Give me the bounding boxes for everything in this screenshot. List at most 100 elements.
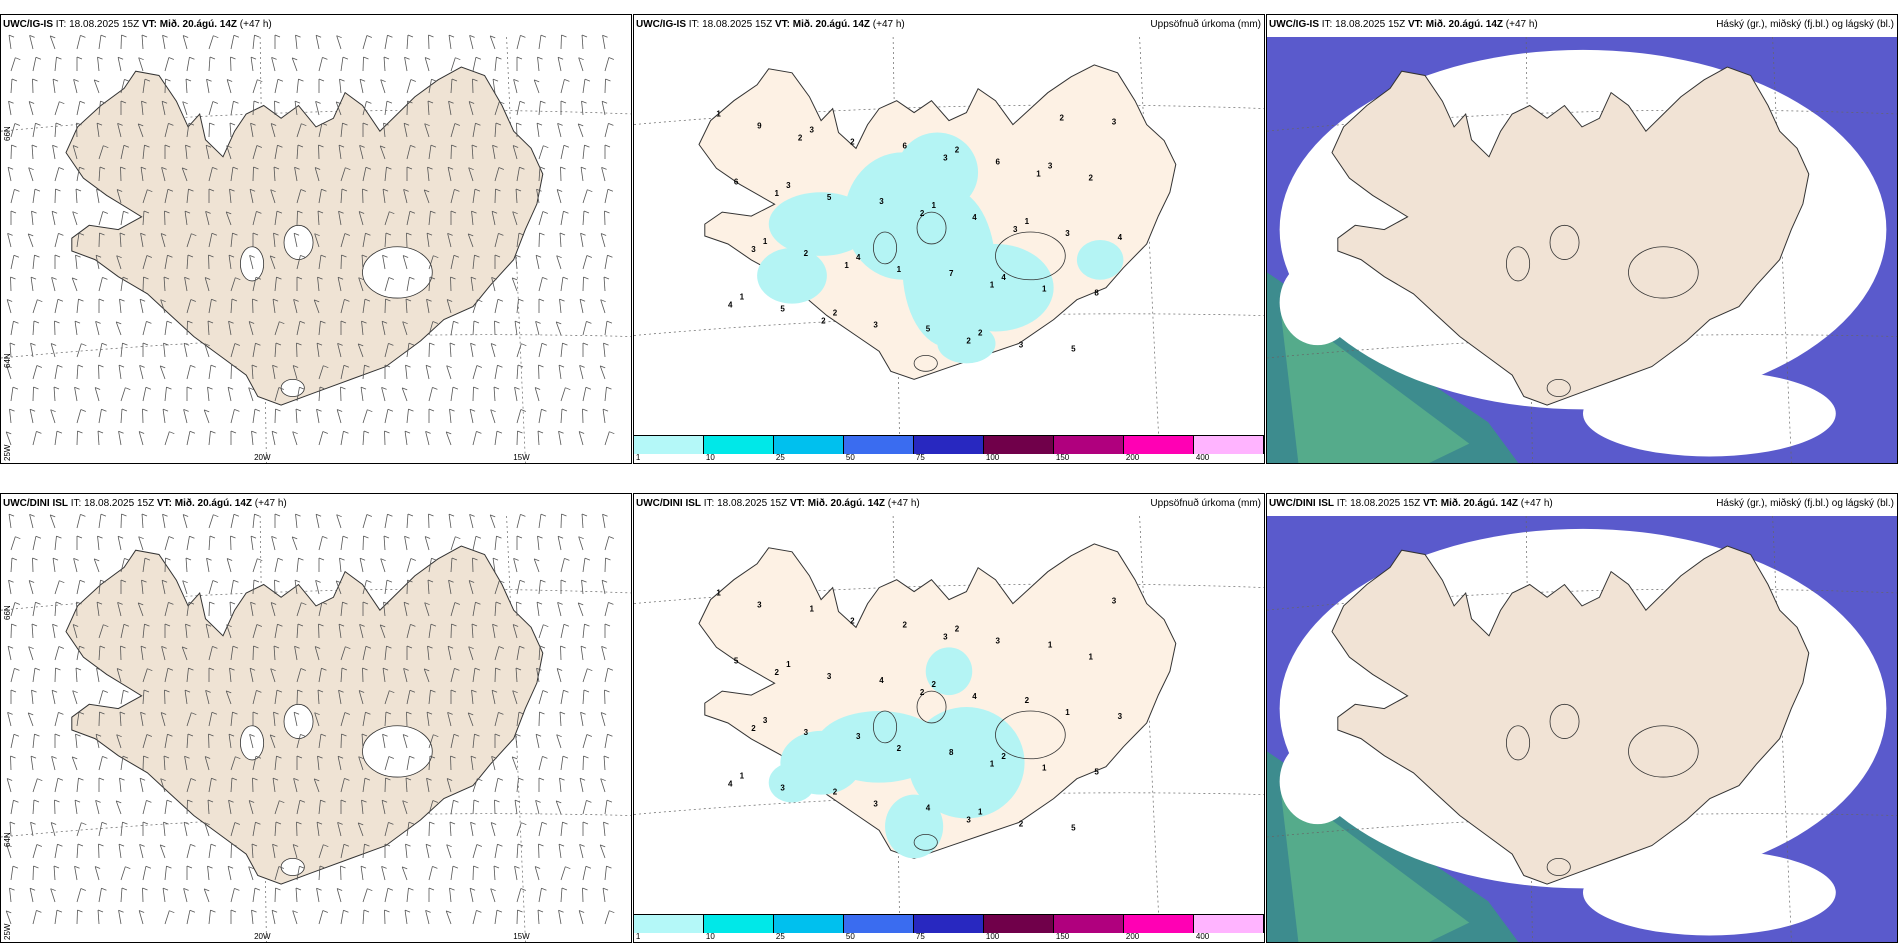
wind-barb-flag (520, 888, 527, 891)
wind-barb (296, 800, 301, 815)
wind-barb-flag (557, 56, 564, 60)
wind-barb (250, 123, 254, 138)
wind-barb-flag (469, 408, 476, 412)
wind-barb (119, 712, 122, 727)
wind-barb-flag (35, 601, 41, 605)
wind-barb-flag (138, 57, 144, 61)
wind-barb (555, 800, 562, 815)
wind-barb-flag (432, 387, 438, 390)
init-time: IT: 18.08.2025 15Z (1321, 19, 1406, 30)
wind-barb-flag (517, 430, 523, 434)
wind-barb-flag (100, 513, 107, 517)
wind-barb-flag (294, 166, 300, 170)
wind-barb (160, 712, 166, 727)
wind-barb (580, 712, 584, 727)
wind-barb (292, 431, 298, 446)
wind-barb-flag (168, 602, 174, 605)
wind-barb (384, 712, 387, 727)
wind-barb-flag (138, 602, 144, 606)
wind-barb-flag (29, 408, 36, 412)
glacier-outline (362, 725, 433, 778)
wind-barb-flag (232, 232, 238, 236)
wind-barb (54, 910, 58, 925)
wind-barb (490, 343, 496, 358)
wind-barb (514, 866, 518, 881)
wind-barb (117, 602, 122, 617)
wind-barb (208, 844, 212, 859)
wind-barb (603, 343, 606, 358)
wind-barb (296, 189, 302, 204)
wind-barb (384, 211, 390, 226)
wind-barb (229, 123, 232, 138)
wind-barb-flag (227, 865, 234, 869)
wind-barb (252, 343, 256, 358)
wind-barb (98, 211, 104, 226)
wind-barb (362, 365, 365, 380)
precip-value-label: 6 (902, 141, 907, 150)
wind-barb-flag (164, 210, 170, 214)
wind-barb (296, 387, 300, 402)
wind-barb (32, 602, 36, 617)
wind-barb (8, 101, 12, 116)
wind-barb-flag (537, 430, 544, 434)
wind-barb-flag (407, 579, 413, 583)
glacier-outline (1546, 378, 1571, 397)
wind-barb (120, 822, 123, 837)
wind-barb-flag (80, 409, 87, 412)
glacier-outline (873, 231, 898, 265)
wind-barb (556, 255, 562, 270)
wind-barb-flag (206, 78, 212, 82)
wind-barb (50, 822, 56, 837)
wind-barb (537, 910, 540, 925)
wind-barb-flag (182, 514, 189, 517)
wind-barb-flag (578, 431, 585, 434)
precip-value-label: 3 (1118, 712, 1123, 721)
wind-barb (252, 580, 255, 595)
wind-barb (445, 431, 452, 446)
wind-barb-flag (579, 365, 585, 368)
wind-barb-flag (542, 277, 548, 280)
wind-barb-flag (362, 188, 368, 192)
wind-barb (318, 255, 322, 270)
model-name: UWC/DINI ISL (1269, 498, 1334, 509)
wind-barb (358, 690, 364, 705)
wind-barb-flag (515, 733, 521, 737)
wind-barb-flag (251, 909, 257, 913)
wind-barb-flag (183, 821, 190, 825)
wind-barb-flag (278, 387, 285, 390)
glacier-outline (873, 710, 898, 744)
wind-barb (32, 189, 36, 204)
wind-barb-flag (516, 601, 522, 605)
wind-barb (32, 536, 37, 551)
wind-barb (230, 233, 233, 248)
wind-barb-flag (455, 536, 461, 540)
wind-barb (270, 602, 276, 617)
wind-barb (164, 866, 167, 881)
wind-barb-flag (167, 254, 173, 258)
wind-barb (428, 79, 432, 94)
wind-barb-flag (30, 276, 37, 280)
wind-barb (538, 101, 541, 116)
wind-barb (538, 580, 541, 595)
wind-barb (118, 365, 122, 380)
wind-barb (292, 910, 298, 925)
wind-barb-flag (234, 888, 240, 891)
wind-barb (578, 431, 584, 446)
wind-barb-flag (451, 144, 457, 148)
wind-barb-flag (472, 78, 478, 82)
wind-barb-flag (185, 557, 192, 561)
wind-barb-flag (323, 365, 329, 369)
wind-barb (338, 145, 342, 160)
wind-barb-flag (251, 843, 258, 847)
wind-barb (472, 668, 476, 683)
wind-barb-flag (536, 122, 543, 126)
wind-barb-flag (184, 210, 191, 214)
wind-barb-flag (512, 277, 518, 281)
wind-barb (75, 668, 78, 683)
wind-barb (314, 646, 320, 661)
wind-barb (602, 888, 606, 903)
wind-barb (96, 602, 100, 617)
wind-barb-flag (316, 342, 323, 346)
wind-barb-flag (363, 909, 370, 913)
wind-barb-flag (409, 689, 416, 693)
